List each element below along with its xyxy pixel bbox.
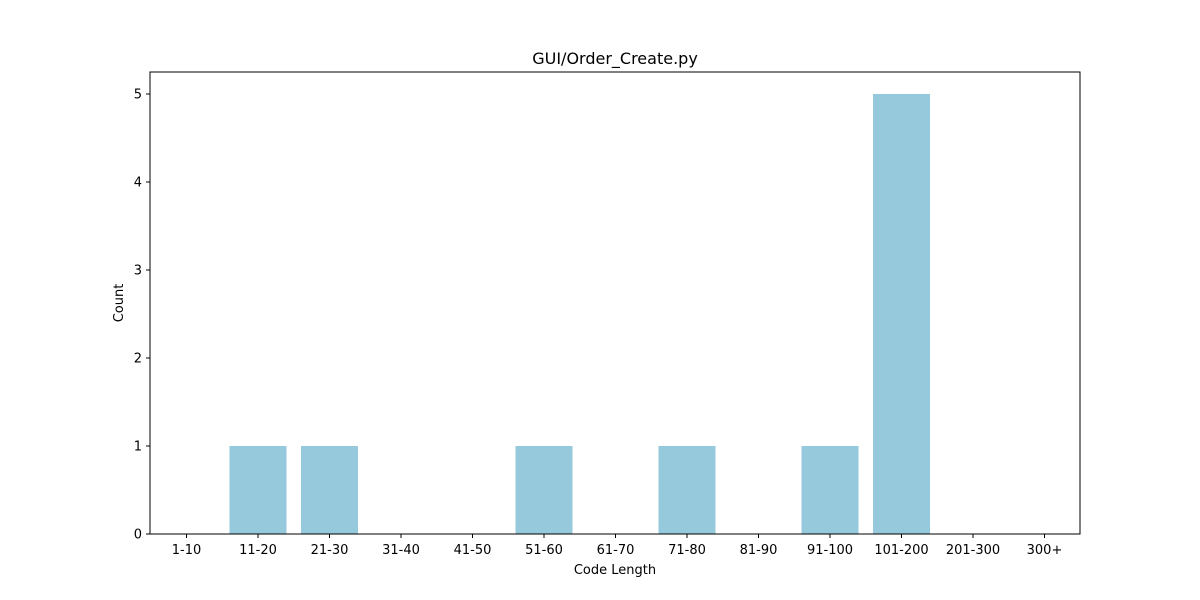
bar-21-30 xyxy=(301,446,358,534)
bar-101-200 xyxy=(873,94,930,534)
y-tick-label: 2 xyxy=(134,352,142,367)
chart-title: GUI/Order_Create.py xyxy=(532,49,698,69)
bar-71-80 xyxy=(658,446,716,534)
bars-group xyxy=(229,94,930,534)
y-axis: 0 1 2 3 4 5 xyxy=(134,88,150,543)
bar-51-60 xyxy=(515,446,573,534)
x-tick-label: 101-200 xyxy=(874,543,928,558)
x-tick-label: 91-100 xyxy=(807,543,853,558)
x-tick-label: 11-20 xyxy=(239,543,277,558)
x-tick-label: 300+ xyxy=(1027,543,1063,558)
x-tick-label: 71-80 xyxy=(668,543,706,558)
y-tick-label: 4 xyxy=(134,176,142,191)
x-tick-label: 31-40 xyxy=(382,543,420,558)
x-tick-label: 51-60 xyxy=(525,543,563,558)
y-tick-label: 1 xyxy=(134,440,142,455)
y-tick-label: 0 xyxy=(134,528,142,543)
x-tick-label: 21-30 xyxy=(311,543,349,558)
bar-91-100 xyxy=(801,446,859,534)
y-tick-label: 3 xyxy=(134,264,142,279)
x-tick-label: 41-50 xyxy=(454,543,492,558)
y-axis-label: Count xyxy=(112,284,127,323)
bar-11-20 xyxy=(229,446,287,534)
x-axis: 1-10 11-20 21-30 31-40 41-50 51-60 61-70 71-80 8… xyxy=(172,534,1063,558)
x-tick-label: 61-70 xyxy=(597,543,635,558)
x-tick-label: 1-10 xyxy=(172,543,202,558)
x-axis-label: Code Length xyxy=(574,563,656,578)
y-tick-label: 5 xyxy=(134,88,142,103)
x-tick-label: 81-90 xyxy=(740,543,778,558)
x-tick-label: 201-300 xyxy=(946,543,1000,558)
